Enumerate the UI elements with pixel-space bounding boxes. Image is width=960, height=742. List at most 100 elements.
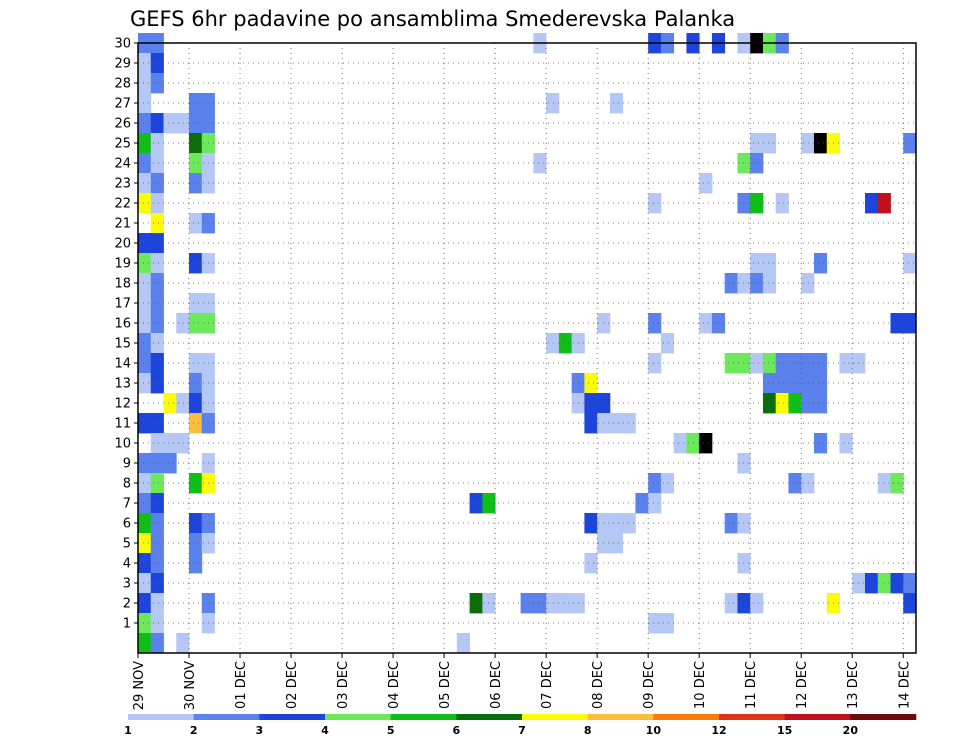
legend-label: 15 [777, 724, 792, 737]
x-tick-label: 10 DEC [693, 661, 708, 709]
y-tick-label: 21 [114, 217, 131, 232]
heatmap-cell [750, 593, 764, 614]
heatmap-cell [737, 153, 751, 174]
heatmap-cell [762, 373, 777, 394]
heatmap-cell [176, 113, 190, 134]
heatmap-cell [189, 513, 203, 534]
heatmap-cell [138, 193, 152, 214]
y-tick-label: 27 [114, 97, 131, 112]
heatmap-cell [648, 353, 662, 374]
heatmap-cell [750, 253, 764, 274]
heatmap-cell [176, 633, 190, 654]
y-tick-label: 17 [114, 297, 131, 312]
y-tick-label: 23 [114, 177, 131, 192]
y-tick-label: 10 [114, 437, 131, 452]
legend-swatch [390, 714, 457, 720]
x-tick-label: 29 NOV [132, 661, 147, 710]
heatmap-cell [648, 193, 662, 214]
heatmap-cell [750, 193, 764, 214]
heatmap-cell [584, 373, 598, 394]
x-tick-label: 13 DEC [846, 661, 861, 709]
x-tick-label: 02 DEC [285, 661, 300, 709]
heatmap-cell [176, 313, 190, 334]
heatmap-cell [150, 133, 164, 154]
heatmap-cell [469, 593, 483, 614]
legend-label: 3 [256, 724, 264, 737]
legend-label: 6 [453, 724, 461, 737]
grid-lines [137, 42, 916, 653]
heatmap-cell [558, 333, 573, 354]
x-tick-label: 14 DEC [897, 661, 912, 709]
heatmap-cell [737, 513, 751, 534]
heatmap-cell [813, 253, 828, 274]
heatmap-cell [138, 353, 152, 374]
y-tick-label: 14 [114, 357, 131, 372]
chart-title: GEFS 6hr padavine po ansamblima Smederev… [130, 7, 735, 31]
heatmap-cell [813, 393, 828, 414]
heatmap-cell [138, 513, 152, 534]
heatmap-cell [189, 533, 203, 554]
heatmap-cell [150, 173, 164, 194]
legend-swatch [850, 714, 917, 720]
y-tick-label: 11 [114, 417, 131, 432]
y-tick-label: 1 [123, 617, 131, 632]
heatmap-cell [724, 593, 738, 614]
heatmap-cell [609, 93, 624, 114]
y-tick-label: 7 [123, 497, 131, 512]
y-tick-label: 19 [114, 257, 131, 272]
legend-swatch [128, 714, 194, 720]
legend-label: 7 [518, 724, 526, 737]
heatmap-cell [648, 613, 662, 634]
heatmap-cell [150, 113, 164, 134]
y-tick-label: 9 [123, 457, 131, 472]
heatmap-cell [150, 613, 164, 634]
heatmap-cell [163, 453, 177, 474]
legend-swatch [325, 714, 391, 720]
heatmap-cell [138, 593, 152, 614]
heatmap-cell [877, 193, 891, 214]
x-tick-label: 03 DEC [336, 661, 351, 709]
heatmap-cell [138, 413, 152, 434]
x-tick-label: 07 DEC [540, 661, 555, 709]
heatmap-cell [737, 553, 751, 574]
heatmap-cell [839, 353, 853, 374]
y-tick-label: 3 [123, 577, 131, 592]
heatmap-cell [584, 413, 598, 434]
heatmap-cell [622, 513, 636, 534]
heatmap-cell [737, 193, 751, 214]
heatmap-cell [788, 473, 802, 494]
heatmap-cell [189, 153, 203, 174]
x-tick-label: 05 DEC [438, 661, 453, 709]
heatmap-cell [150, 433, 164, 454]
heatmap-cell [801, 273, 815, 294]
heatmap-cell [903, 313, 917, 334]
heatmap-cell [864, 193, 879, 214]
heatmap-cell [724, 353, 738, 374]
heatmap-cell [138, 113, 152, 134]
heatmap-cell [138, 493, 152, 514]
heatmap-cell [189, 413, 203, 434]
heatmap-cell [864, 573, 879, 594]
heatmap-cell [813, 433, 828, 454]
y-tick-label: 18 [114, 277, 131, 292]
heatmap-cell [138, 333, 152, 354]
heatmap-cells [138, 33, 917, 654]
heatmap-cell [775, 393, 789, 414]
heatmap-cell [150, 353, 164, 374]
y-tick-label: 6 [123, 517, 131, 532]
heatmap-cell [138, 553, 152, 574]
heatmap-cell [189, 293, 203, 314]
heatmap-cell [762, 133, 777, 154]
legend-swatch [259, 714, 326, 720]
heatmap-cell [724, 513, 738, 534]
heatmap-cell [150, 633, 164, 654]
heatmap-cell [903, 133, 917, 154]
x-tick-label: 04 DEC [387, 661, 402, 709]
legend-label: 1 [124, 724, 132, 737]
heatmap-cell [584, 553, 598, 574]
legend-label: 20 [843, 724, 859, 737]
heatmap-cell [877, 573, 891, 594]
heatmap-cell [533, 153, 547, 174]
heatmap-cell [788, 373, 802, 394]
